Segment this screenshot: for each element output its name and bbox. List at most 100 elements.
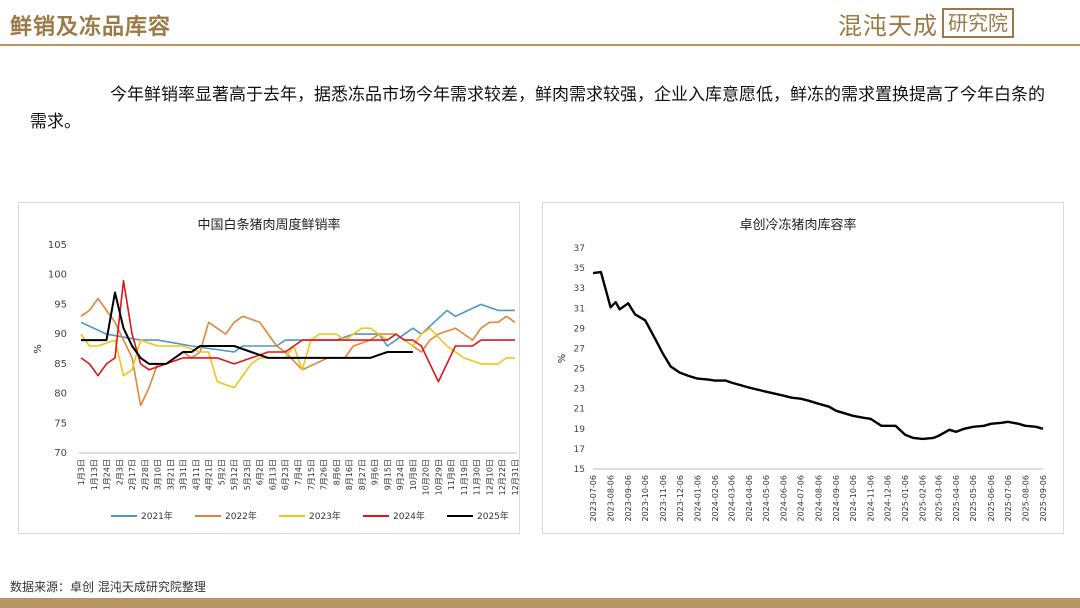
x-tick-label: 8月27日: [358, 459, 367, 490]
y-axis-label: %: [33, 344, 44, 354]
y-tick-label: 31: [574, 304, 585, 314]
x-tick-label: 2025-09-06: [1039, 475, 1048, 522]
x-tick-label: 2月3日: [115, 459, 124, 485]
x-tick-label: 10月20日: [422, 459, 431, 495]
y-tick-label: 80: [54, 389, 67, 400]
x-tick-label: 2024-10-06: [849, 475, 858, 522]
x-tick-label: 2025-04-06: [952, 475, 961, 522]
x-tick-label: 11月8日: [447, 459, 456, 490]
x-tick-label: 2024-07-06: [797, 475, 806, 522]
x-tick-label: 2024-02-06: [711, 475, 720, 522]
legend-label: 2025年: [477, 510, 509, 522]
x-tick-label: 9月6日: [371, 459, 380, 485]
y-tick-label: 90: [54, 329, 67, 340]
legend-label: 2021年: [141, 510, 173, 522]
x-tick-label: 2023-07-06: [589, 475, 598, 522]
x-tick-label: 2024-11-06: [866, 475, 875, 522]
x-tick-label: 2025-02-06: [919, 475, 928, 522]
legend-label: 2023年: [309, 510, 341, 522]
x-tick-label: 2025-05-06: [969, 475, 978, 522]
legend-label: 2022年: [225, 510, 257, 522]
x-tick-label: 2024-05-06: [762, 475, 771, 522]
x-tick-label: 4月11日: [192, 459, 201, 490]
logo-text: 混沌天成: [838, 11, 938, 40]
x-tick-label: 11月19日: [460, 459, 469, 495]
legend-label: 2024年: [393, 510, 425, 522]
x-tick-label: 2023-11-06: [659, 475, 668, 522]
x-tick-label: 2025-01-06: [901, 475, 910, 522]
y-tick-label: 95: [54, 299, 67, 310]
x-tick-label: 2月17日: [128, 459, 137, 490]
x-tick-label: 2023-12-06: [676, 475, 685, 522]
x-tick-label: 12月22日: [498, 459, 507, 495]
page-title: 鲜销及冻品库容: [10, 14, 172, 40]
header: 鲜销及冻品库容 混沌天成 研究院: [0, 0, 1080, 48]
x-tick-label: 2024-04-06: [745, 475, 754, 522]
y-tick-label: 29: [574, 324, 586, 334]
x-tick-label: 2024-09-06: [832, 475, 841, 522]
x-tick-label: 5月12日: [230, 459, 239, 490]
x-tick-label: 6月23日: [281, 459, 290, 490]
series-line-2022年: [80, 297, 516, 407]
x-tick-label: 1月3日: [77, 459, 86, 485]
x-tick-label: 2024-06-06: [780, 475, 789, 522]
x-tick-label: 5月2日: [217, 459, 226, 485]
x-tick-label: 12月31日: [511, 459, 519, 495]
series-line-2024年: [80, 279, 515, 383]
x-tick-label: 2月28日: [141, 459, 150, 490]
x-tick-label: 2023-09-06: [624, 475, 633, 522]
x-tick-label: 7月4日: [294, 459, 303, 485]
x-tick-label: 9月24日: [396, 459, 405, 490]
x-tick-label: 2023-08-06: [607, 475, 616, 522]
x-tick-label: 10月29日: [434, 459, 443, 495]
y-tick-label: 85: [54, 359, 67, 370]
series-line-2025年: [81, 291, 413, 365]
x-tick-label: 1月13日: [90, 459, 99, 490]
x-tick-label: 2025-03-06: [935, 475, 944, 522]
header-divider: [0, 44, 1080, 46]
x-tick-label: 8月16日: [345, 459, 354, 490]
x-tick-label: 6月13日: [268, 459, 277, 490]
x-tick-label: 2023-10-06: [641, 475, 650, 522]
x-tick-label: 2024-01-06: [693, 475, 702, 522]
x-tick-label: 2024-12-06: [884, 475, 893, 522]
x-tick-label: 3月31日: [179, 459, 188, 490]
x-tick-label: 7月15日: [307, 459, 316, 490]
y-tick-label: 25: [574, 365, 585, 375]
y-tick-label: 19: [574, 425, 586, 435]
y-tick-label: 100: [48, 270, 67, 281]
chart-title: 中国白条猪肉周度鲜销率: [197, 217, 340, 233]
y-tick-label: 35: [574, 264, 585, 274]
x-tick-label: 2024-08-06: [814, 475, 823, 522]
x-tick-label: 10月8日: [409, 459, 418, 490]
y-tick-label: 37: [574, 244, 585, 254]
x-tick-label: 2025-08-06: [1021, 475, 1030, 522]
x-tick-label: 1月24日: [103, 459, 112, 490]
x-tick-label: 9月15日: [383, 459, 392, 490]
x-tick-label: 11月30日: [473, 459, 482, 495]
series-line-2021年: [80, 303, 515, 353]
logo: 混沌天成 研究院: [838, 6, 1014, 40]
x-tick-label: 6月2日: [256, 459, 265, 485]
x-tick-label: 2025-06-06: [987, 475, 996, 522]
footer-bar: [0, 598, 1080, 608]
y-tick-label: 23: [574, 385, 585, 395]
x-tick-label: 7月26日: [320, 459, 329, 490]
chart-panel-left: 中国白条猪肉周度鲜销率% 70 75 80 85 90 95 100 105 1月3日 1月13日 1…: [18, 202, 520, 534]
y-tick-label: 17: [574, 445, 585, 455]
x-tick-label: 4月21日: [205, 459, 214, 490]
x-tick-label: 12月10日: [485, 459, 494, 495]
y-tick-label: 75: [54, 418, 67, 429]
summary-paragraph: 今年鲜销率显著高于去年，据悉冻品市场今年需求较差，鲜肉需求较强，企业入库意愿低，…: [30, 85, 1045, 132]
y-tick-label: 21: [574, 405, 585, 415]
frozen-storage-rate-chart: 卓创冷冻猪肉库容率% 15 17 19 21 23 25 27 29 31 33 35 37 2023-0…: [557, 217, 1048, 522]
y-tick-label: 33: [574, 284, 585, 294]
storage-rate-line: [592, 270, 1044, 441]
x-tick-label: 8月6日: [332, 459, 341, 485]
y-tick-label: 70: [54, 448, 67, 459]
x-tick-label: 3月21日: [166, 459, 175, 490]
x-tick-label: 2025-07-06: [1004, 475, 1013, 522]
logo-box: 研究院: [942, 8, 1014, 38]
fresh-sales-rate-chart: 中国白条猪肉周度鲜销率% 70 75 80 85 90 95 100 105 1月3日 1月13日 1…: [33, 217, 519, 522]
chart-title: 卓创冷冻猪肉库容率: [739, 217, 856, 233]
